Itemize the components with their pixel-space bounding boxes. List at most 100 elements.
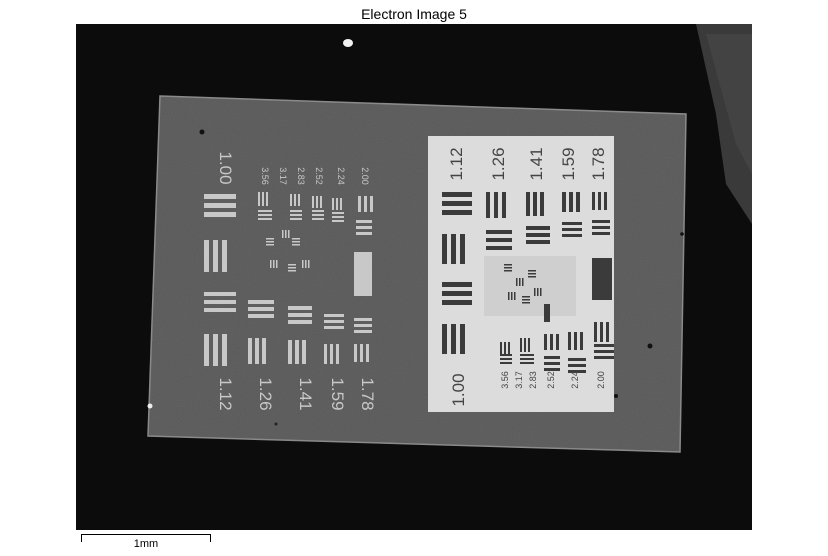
target-bar (258, 218, 272, 220)
particle (343, 39, 353, 47)
target-square (354, 252, 372, 296)
target-label: 1.00 (449, 373, 468, 406)
target-bar (288, 270, 296, 272)
target-bar (316, 196, 318, 208)
target-bar (266, 241, 274, 243)
target-bar (520, 358, 534, 360)
target-bar (354, 330, 372, 333)
target-square (592, 258, 612, 300)
target-bar (594, 350, 614, 353)
target-bar (544, 334, 547, 350)
target-bar (600, 322, 603, 342)
target-bar (568, 332, 571, 350)
target-bar (276, 260, 278, 268)
target-bar (592, 226, 610, 229)
target-bar (520, 362, 534, 364)
sample-edge (147, 95, 687, 453)
target-bar (500, 342, 502, 354)
target-bar (262, 338, 266, 364)
target-bar (460, 234, 465, 264)
right-bar-group (442, 192, 614, 373)
target-bar (290, 194, 292, 206)
target-bar (526, 233, 550, 237)
target-bar (544, 368, 560, 371)
target-bar (292, 238, 300, 240)
micrograph-canvas: 1.00 1.12 1.26 1.41 1.59 1.78 3.56 3.17 2.83 2.52… (147, 24, 752, 453)
target-bar (266, 238, 274, 240)
target-bar (332, 212, 344, 214)
target-label: 3.17 (514, 371, 524, 389)
target-bar (366, 344, 369, 362)
target-bar (508, 342, 510, 354)
target-bar (336, 198, 338, 210)
target-bar (522, 299, 530, 301)
target-bar (540, 192, 544, 216)
target-bar (204, 308, 236, 312)
target-label: 1.41 (296, 377, 315, 410)
target-bar (324, 314, 344, 317)
target-label: 2.83 (528, 371, 538, 389)
target-bar (248, 338, 252, 364)
target-bar (504, 267, 512, 269)
target-bar (364, 196, 367, 212)
target-bar (544, 362, 560, 365)
target-label: 3.56 (260, 167, 270, 185)
target-bar (288, 267, 296, 269)
target-bar (302, 340, 306, 364)
target-bar (330, 344, 333, 364)
target-bar (442, 300, 472, 305)
target-bar (592, 192, 595, 210)
target-bar (520, 338, 522, 352)
corner-texture-highlight (706, 34, 752, 174)
bright-panel-center (484, 256, 576, 316)
target-bar (556, 334, 559, 350)
target-bar (494, 192, 498, 218)
target-bar (522, 278, 524, 286)
target-bar (204, 292, 236, 296)
target-bar (332, 198, 334, 210)
target-bar (332, 220, 344, 222)
speck (199, 129, 205, 135)
target-label: 1.12 (447, 147, 466, 180)
target-bar (360, 344, 363, 362)
target-bar (568, 370, 586, 373)
target-bar (562, 228, 582, 231)
target-bar (354, 344, 357, 362)
target-bar (288, 313, 312, 317)
target-bar (292, 244, 300, 246)
target-bar (606, 322, 609, 342)
target-bar (258, 210, 272, 212)
target-label: 1.26 (489, 147, 508, 180)
target-bar (594, 322, 597, 342)
target-bar (500, 362, 512, 364)
target-label: 1.00 (216, 151, 235, 184)
speck (647, 343, 653, 349)
target-bar (248, 300, 274, 304)
target-bar (288, 264, 296, 266)
target-bar (292, 241, 300, 243)
target-bar (312, 214, 324, 216)
target-label: 2.24 (336, 167, 346, 185)
target-bar (442, 234, 447, 264)
target-bar (266, 244, 274, 246)
target-bar (356, 220, 372, 223)
target-bar (213, 240, 218, 272)
target-label: 2.00 (596, 371, 606, 389)
target-bar (354, 318, 372, 321)
target-bar (324, 320, 344, 323)
target-bar (486, 192, 490, 218)
target-label: 2.00 (360, 167, 370, 185)
target-bar (266, 192, 268, 206)
target-bar (528, 338, 530, 352)
speck (680, 232, 684, 236)
target-bar (516, 278, 518, 286)
target-bar (537, 288, 539, 296)
target-bar (290, 218, 302, 220)
left-label-group: 1.00 1.12 1.26 1.41 1.59 1.78 3.56 3.17 2.83 2.52… (216, 151, 377, 410)
target-bar (336, 344, 339, 364)
target-label: 1.78 (358, 377, 377, 410)
target-bar (528, 276, 536, 278)
target-bar (594, 344, 614, 347)
target-bar (574, 332, 577, 350)
target-label: 2.52 (314, 167, 324, 185)
